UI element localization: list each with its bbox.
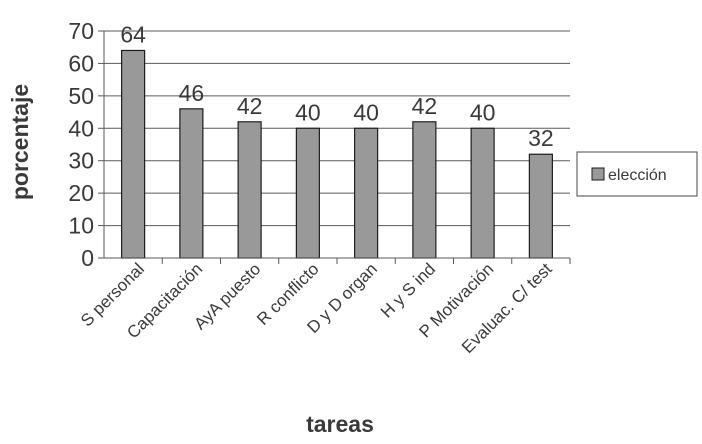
y-tick-label: 70 (68, 18, 94, 44)
bars (121, 49, 553, 259)
y-tick-label: 50 (68, 83, 94, 109)
bar (179, 108, 204, 259)
y-tick-label: 0 (81, 245, 94, 271)
data-label: 32 (528, 125, 554, 151)
y-axis-title: porcentaje (7, 84, 33, 200)
legend: elección (576, 151, 698, 197)
legend-label: elección (608, 167, 667, 184)
data-label: 40 (295, 99, 321, 125)
x-axis-title: tareas (306, 411, 374, 437)
y-tick-label: 60 (68, 50, 94, 76)
y-tick-label: 40 (68, 115, 94, 141)
data-label: 46 (179, 80, 205, 106)
data-label: 42 (237, 93, 263, 119)
bar (121, 49, 146, 259)
bar (470, 127, 495, 259)
data-label: 64 (120, 21, 146, 47)
y-tick-label: 20 (68, 180, 94, 206)
axes (98, 30, 571, 264)
y-tick-label: 10 (68, 213, 94, 239)
bar (528, 153, 553, 259)
bar (295, 127, 320, 259)
bar (237, 121, 262, 259)
data-label: 40 (353, 99, 379, 125)
bar (412, 121, 437, 259)
y-tick-label: 30 (68, 148, 94, 174)
data-label: 40 (470, 99, 496, 125)
data-label: 42 (412, 93, 438, 119)
bar (354, 127, 379, 259)
gridlines (104, 30, 570, 227)
legend-swatch (591, 167, 605, 181)
